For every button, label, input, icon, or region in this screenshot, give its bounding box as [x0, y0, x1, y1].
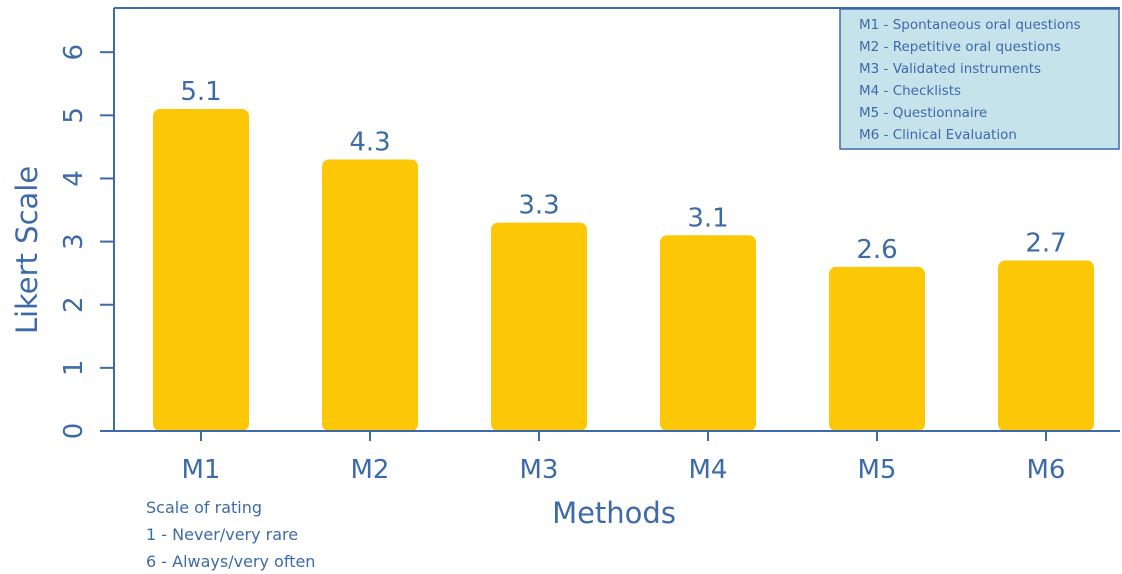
y-tick-label: 0	[59, 423, 89, 440]
bar	[153, 109, 249, 431]
bar	[829, 266, 925, 431]
bar-value-label: 3.3	[518, 191, 559, 221]
x-tick-label: M6	[1027, 455, 1066, 485]
y-tick-label: 3	[59, 233, 89, 250]
y-tick-label: 5	[59, 107, 89, 124]
legend-entry: M4 - Checklists	[859, 83, 961, 99]
bar	[660, 235, 756, 431]
bar	[491, 222, 587, 431]
legend-box	[839, 8, 1120, 150]
bars-group	[153, 109, 1094, 431]
y-axis-title: Likert Scale	[10, 166, 44, 334]
y-tick-label: 6	[59, 44, 89, 61]
y-tick-label: 2	[59, 296, 89, 313]
legend-entry: M5 - Questionnaire	[859, 105, 987, 121]
x-tick-label: M5	[858, 455, 897, 485]
y-tick-label: 1	[59, 360, 89, 377]
bar-value-label: 2.7	[1025, 229, 1066, 259]
y-ticks-group: 0 1 2 3 4 5 6	[59, 44, 114, 439]
note-line: 6 - Always/very often	[146, 552, 315, 571]
legend-entry: M2 - Repetitive oral questions	[859, 39, 1061, 55]
legend-entry: M3 - Validated instruments	[859, 61, 1041, 77]
x-tick-label: M4	[689, 455, 728, 485]
bar	[998, 260, 1094, 431]
bar-value-label: 4.3	[349, 128, 390, 158]
x-tick-label: M2	[351, 455, 390, 485]
value-labels-group: 5.1 4.3 3.3 3.1 2.6 2.7	[180, 77, 1066, 265]
legend: M1 - Spontaneous oral questions M2 - Rep…	[839, 8, 1120, 150]
x-tick-label: M1	[182, 455, 221, 485]
bar-value-label: 2.6	[856, 235, 897, 265]
bar-value-label: 5.1	[180, 77, 221, 107]
legend-entry: M6 - Clinical Evaluation	[859, 127, 1017, 143]
x-ticks-group: M1 M2 M3 M4 M5 M6	[182, 431, 1066, 485]
note-line: Scale of rating	[146, 498, 262, 517]
legend-entry: M1 - Spontaneous oral questions	[859, 17, 1081, 33]
x-axis-title: Methods	[552, 496, 676, 530]
rating-scale-note: Scale of rating 1 - Never/very rare 6 - …	[146, 498, 315, 571]
bar	[322, 159, 418, 431]
bar-value-label: 3.1	[687, 203, 728, 233]
note-line: 1 - Never/very rare	[146, 525, 298, 544]
axes-group	[113, 7, 1120, 432]
x-tick-label: M3	[520, 455, 559, 485]
y-tick-label: 4	[59, 170, 89, 187]
